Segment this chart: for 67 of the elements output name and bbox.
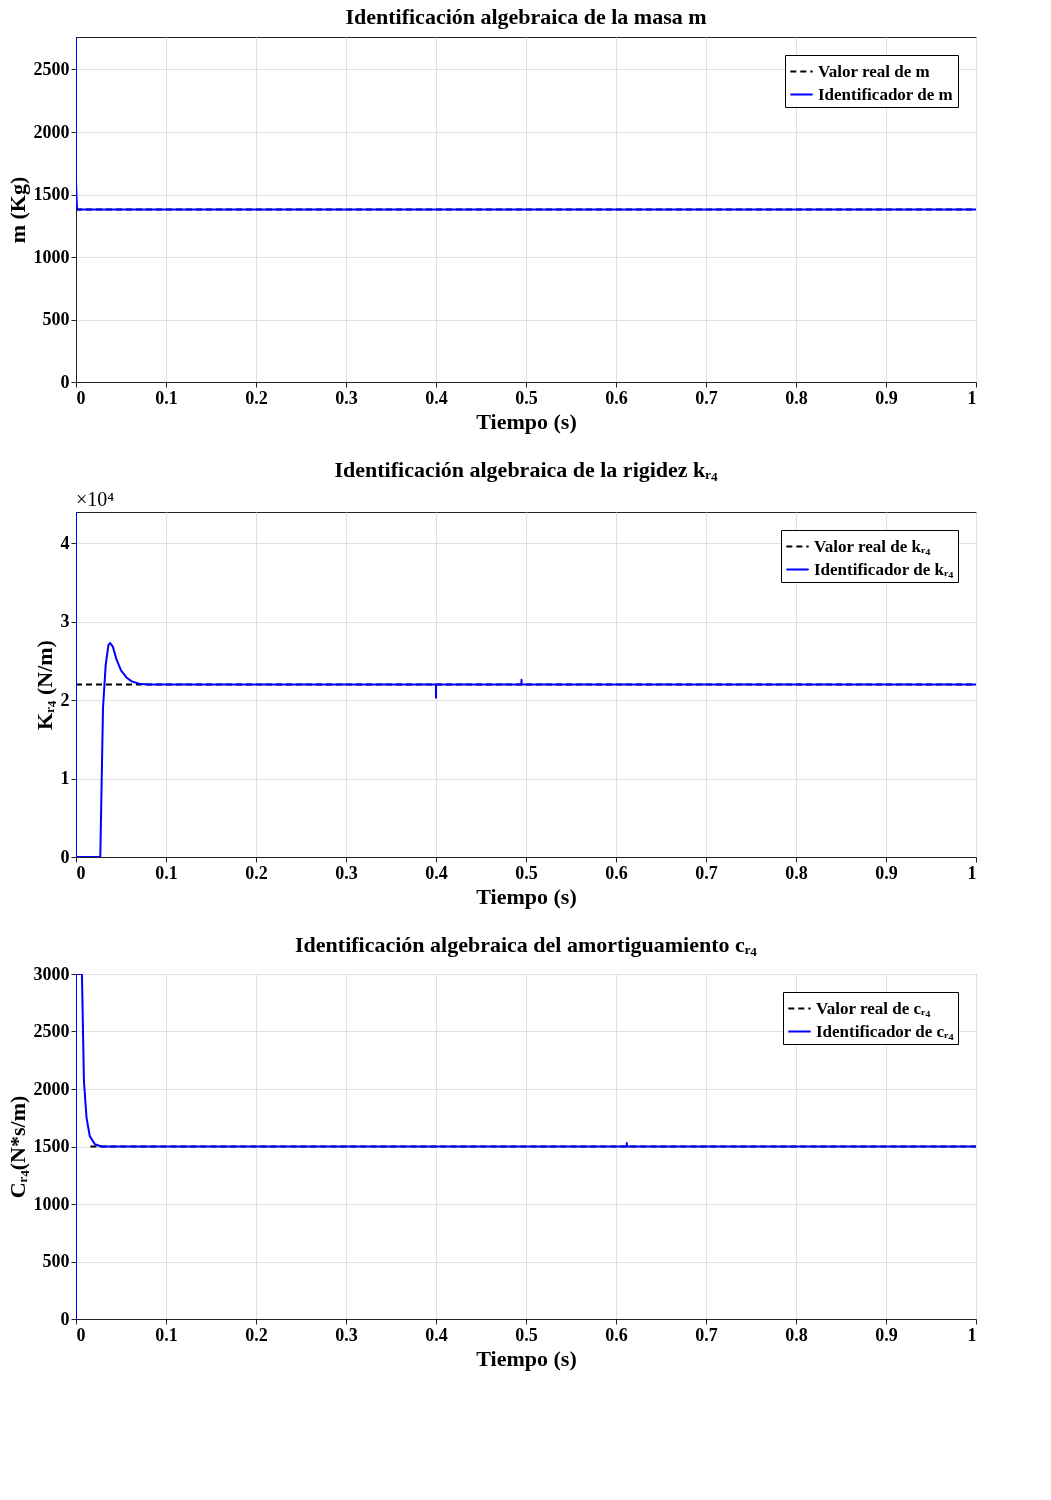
x-tick-label: 0.5 xyxy=(515,387,538,408)
y-tick-label: 1500 xyxy=(33,1136,70,1156)
x-tick-label: 0.4 xyxy=(425,1324,448,1345)
chart-title: Identificación algebraica de la rigidez kᵣ₄ xyxy=(334,457,718,482)
x-tick-label: 0.6 xyxy=(605,862,628,883)
y-tick-label: 2500 xyxy=(33,1021,70,1041)
y-tick-label: 1000 xyxy=(33,1193,70,1214)
y-axis-title: Kᵣ₄ (N/m) xyxy=(31,640,57,730)
x-tick-label: 0.8 xyxy=(785,387,808,408)
y-tick-label: 1 xyxy=(60,768,70,789)
x-tick-label: 1 xyxy=(967,862,977,883)
x-tick-label: 0.2 xyxy=(245,862,268,883)
x-tick-label: 0.6 xyxy=(605,1324,628,1345)
x-tick-label: 0.4 xyxy=(425,862,448,883)
x-tick-label: 0.7 xyxy=(695,1324,718,1345)
y-tick-label: 4 xyxy=(60,532,70,553)
chart-title: Identificación algebraica del amortiguamiento cᵣ₄ xyxy=(295,932,758,957)
y-tick-label: 0 xyxy=(60,1308,70,1329)
x-axis-title: Tiempo (s) xyxy=(476,1345,577,1371)
y-axis-title: Cᵣ₄(N*s/m) xyxy=(4,1095,30,1199)
y-tick-label: 3 xyxy=(60,611,70,632)
legend-label: Valor real de kᵣ₄ xyxy=(814,536,931,556)
x-tick-label: 0.1 xyxy=(155,387,178,408)
x-tick-label: 0.9 xyxy=(875,1324,898,1345)
y-tick-label: 500 xyxy=(42,1251,70,1271)
y-tick-label: 2000 xyxy=(33,1078,70,1099)
x-tick-label: 0 xyxy=(76,862,86,883)
y-tick-label: 1000 xyxy=(33,246,70,267)
chart-title: Identificación algebraica de la masa m xyxy=(345,4,707,29)
x-tick-label: 0.8 xyxy=(785,1324,808,1345)
y-tick-label: 3000 xyxy=(33,963,70,984)
legend-label: Identificador de cᵣ₄ xyxy=(816,1021,954,1041)
x-tick-label: 0.4 xyxy=(425,387,448,408)
y-tick-label: 1500 xyxy=(33,184,70,204)
y-tick-label: 0 xyxy=(60,846,70,867)
x-tick-label: 0.7 xyxy=(695,862,718,883)
y-tick-label: 500 xyxy=(42,309,70,329)
x-axis-title: Tiempo (s) xyxy=(476,883,577,909)
x-tick-label: 0.9 xyxy=(875,387,898,408)
y-axis-title: m (Kg) xyxy=(4,176,30,244)
y-tick-label: 0 xyxy=(60,371,70,392)
legend-label: Valor real de m xyxy=(818,61,930,81)
x-tick-label: 0.5 xyxy=(515,1324,538,1345)
legend-label: Identificador de m xyxy=(818,84,953,104)
y-tick-label: 2 xyxy=(60,689,70,710)
x-tick-label: 0.1 xyxy=(155,862,178,883)
legend-label: Identificador de kᵣ₄ xyxy=(814,559,954,579)
x-tick-label: 0.2 xyxy=(245,1324,268,1345)
x-tick-label: 0.1 xyxy=(155,1324,178,1345)
x-tick-label: 0.3 xyxy=(335,862,358,883)
x-axis-title: Tiempo (s) xyxy=(476,408,577,434)
x-tick-label: 0.6 xyxy=(605,387,628,408)
legend-label: Valor real de cᵣ₄ xyxy=(816,998,931,1018)
x-tick-label: 0 xyxy=(76,387,86,408)
y-tick-label: 2500 xyxy=(33,59,70,79)
x-tick-label: 1 xyxy=(967,1324,977,1345)
x-tick-label: 0.3 xyxy=(335,1324,358,1345)
x-tick-label: 0.5 xyxy=(515,862,538,883)
x-tick-label: 0 xyxy=(76,1324,86,1345)
text: ×10⁴ xyxy=(76,488,115,510)
x-tick-label: 0.7 xyxy=(695,387,718,408)
y-tick-label: 2000 xyxy=(33,121,70,142)
x-tick-label: 0.9 xyxy=(875,862,898,883)
x-tick-label: 0.2 xyxy=(245,387,268,408)
x-tick-label: 0.8 xyxy=(785,862,808,883)
x-tick-label: 1 xyxy=(967,387,977,408)
x-tick-label: 0.3 xyxy=(335,387,358,408)
